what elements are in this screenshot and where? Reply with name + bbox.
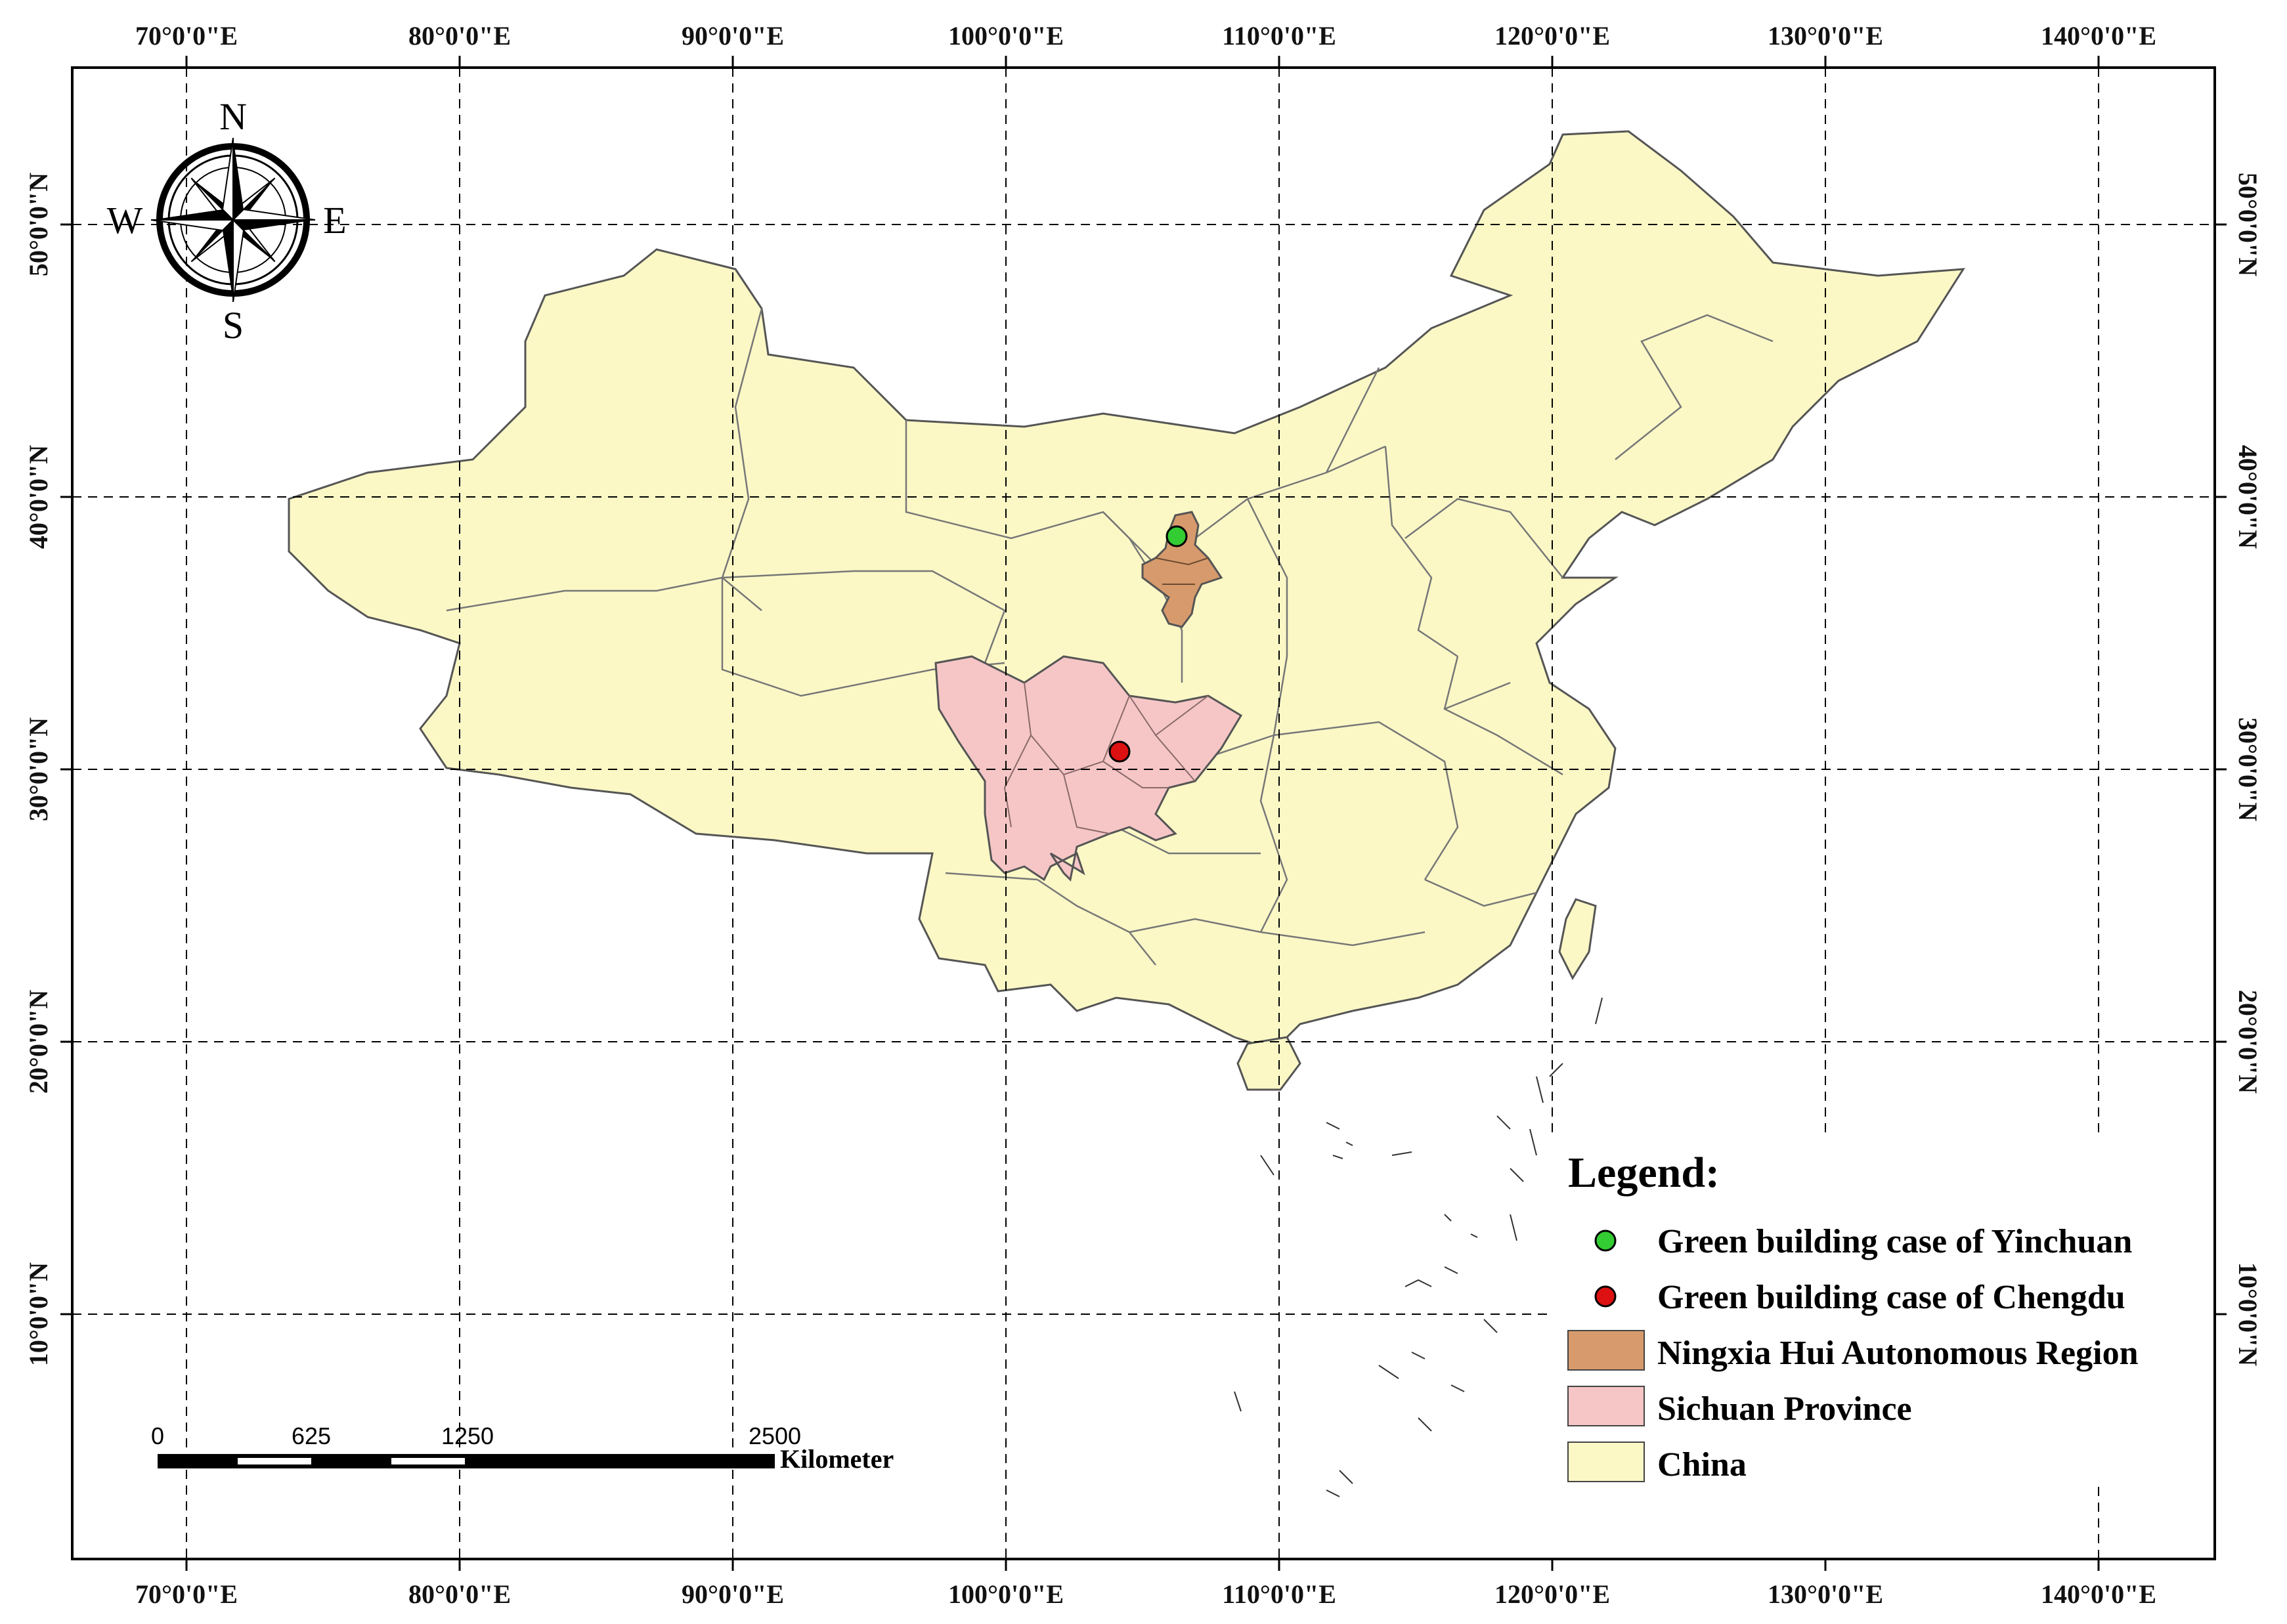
graticule — [72, 68, 2215, 1559]
lat-label-left: 40°0'0"N — [24, 445, 53, 549]
lon-label-top: 100°0'0"E — [948, 21, 1064, 51]
compass-rose-icon: N S E W — [107, 95, 347, 347]
lon-label-top: 80°0'0"E — [408, 21, 511, 51]
scale-label-625: 625 — [292, 1422, 331, 1449]
lon-label-top: 130°0'0"E — [1768, 21, 1883, 51]
lon-label-bottom: 130°0'0"E — [1768, 1579, 1883, 1609]
scale-bar: 0 625 1250 2500 Kilometer — [151, 1422, 894, 1474]
lon-label-bottom: 100°0'0"E — [948, 1579, 1064, 1609]
lat-label-right: 30°0'0"N — [2233, 717, 2263, 821]
scale-label-1250: 1250 — [441, 1422, 494, 1449]
lon-label-top: 70°0'0"E — [135, 21, 238, 51]
lat-label-left: 20°0'0"N — [24, 990, 53, 1094]
lon-label-bottom: 120°0'0"E — [1494, 1579, 1610, 1609]
legend-title: Legend: — [1568, 1149, 1720, 1197]
lon-labels-top: 70°0'0"E 80°0'0"E 90°0'0"E 100°0'0"E 110… — [135, 21, 2156, 51]
lon-labels-bottom: 70°0'0"E 80°0'0"E 90°0'0"E 100°0'0"E 110… — [135, 1579, 2156, 1609]
legend-label-yinchuan: Green building case of Yinchuan — [1657, 1223, 2132, 1260]
ningxia-internal-boundaries — [1155, 557, 1209, 585]
sichuan-internal-boundaries — [1003, 682, 1209, 834]
compass-east-label: E — [323, 199, 346, 242]
lon-label-top: 110°0'0"E — [1222, 21, 1336, 51]
lat-labels-left: 50°0'0"N 40°0'0"N 30°0'0"N 20°0'0"N 10°0… — [24, 173, 53, 1366]
compass-west-label: W — [107, 199, 143, 242]
compass-north-label: N — [219, 95, 247, 138]
lat-labels-right: 50°0'0"N 40°0'0"N 30°0'0"N 20°0'0"N 10°0… — [2233, 173, 2263, 1366]
legend-label-china: China — [1657, 1446, 1747, 1484]
lat-label-right: 50°0'0"N — [2233, 173, 2263, 276]
scale-label-0: 0 — [151, 1422, 164, 1449]
south-china-sea-islands — [1234, 997, 1603, 1497]
lon-label-top: 120°0'0"E — [1494, 21, 1610, 51]
lon-label-top: 90°0'0"E — [682, 21, 784, 51]
yinchuan-case-point — [1165, 525, 1188, 547]
ningxia-polygon — [1141, 511, 1223, 628]
legend-label-sichuan: Sichuan Province — [1657, 1390, 1912, 1428]
legend-swatch-yinchuan — [1594, 1229, 1617, 1252]
lon-label-bottom: 80°0'0"E — [408, 1579, 511, 1609]
lat-label-right: 20°0'0"N — [2233, 990, 2263, 1094]
compass-south-label: S — [223, 304, 244, 347]
chengdu-case-point — [1108, 740, 1131, 763]
scale-unit-label: Kilometer — [780, 1444, 894, 1474]
lon-label-bottom: 110°0'0"E — [1222, 1579, 1336, 1609]
lon-label-bottom: 140°0'0"E — [2041, 1579, 2156, 1609]
hainan-polygon — [1236, 1036, 1301, 1091]
lat-label-left: 50°0'0"N — [24, 173, 53, 276]
legend-swatch-sichuan — [1567, 1386, 1645, 1426]
lat-label-right: 10°0'0"N — [2233, 1262, 2263, 1366]
legend-swatch-ningxia — [1567, 1330, 1645, 1371]
lat-label-right: 40°0'0"N — [2233, 445, 2263, 549]
legend-label-ningxia: Ningxia Hui Autonomous Region — [1657, 1335, 2139, 1372]
lat-label-left: 10°0'0"N — [24, 1262, 53, 1366]
legend-swatch-chengdu — [1594, 1285, 1617, 1308]
lon-label-bottom: 90°0'0"E — [682, 1579, 784, 1609]
taiwan-polygon — [1558, 898, 1597, 981]
legend-label-chengdu: Green building case of Chengdu — [1657, 1279, 2125, 1316]
china-polygon — [288, 130, 1965, 1052]
lon-label-bottom: 70°0'0"E — [135, 1579, 238, 1609]
legend-swatch-china — [1567, 1442, 1645, 1482]
lat-label-left: 30°0'0"N — [24, 717, 53, 821]
scale-label-2500: 2500 — [749, 1422, 801, 1449]
lon-label-top: 140°0'0"E — [2041, 21, 2156, 51]
frame-ticks — [60, 56, 2227, 1571]
legend: Legend: Green building case of Yinchuan … — [1567, 1149, 2139, 1484]
